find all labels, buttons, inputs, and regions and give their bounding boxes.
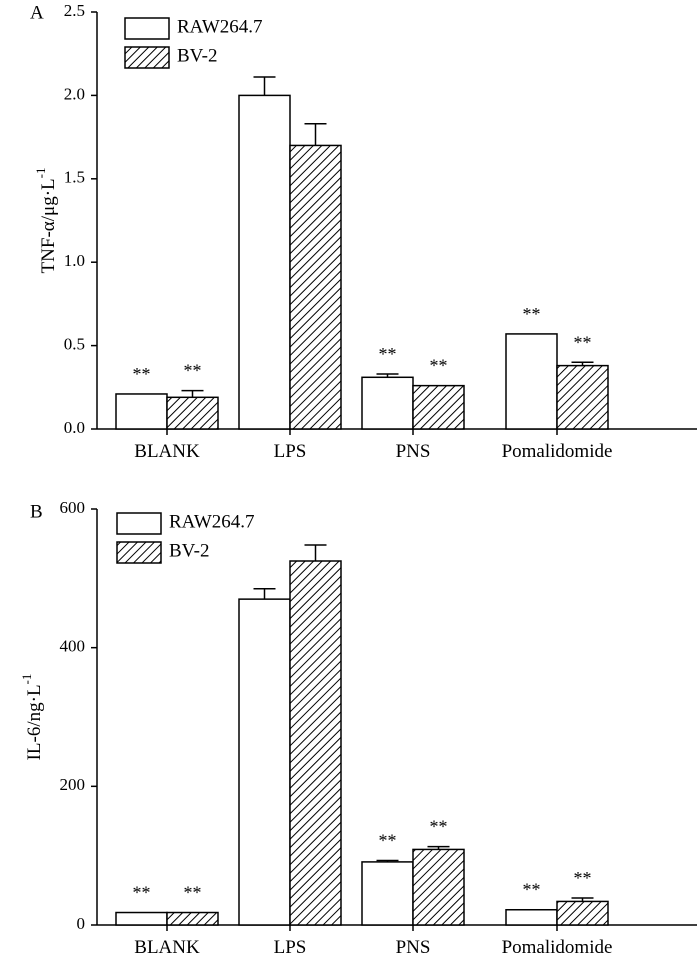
bar-bv-2	[412, 848, 465, 926]
y-tick-label: 0.0	[64, 418, 85, 437]
bar-bv-2	[289, 560, 342, 926]
significance-label: **	[184, 883, 202, 903]
panel-b-chart: B 0 200 400 600 IL-6/ng·L-1 BLANK ** ** LPS PNS ** *…	[19, 498, 697, 958]
bar-raw264-7	[361, 376, 414, 430]
legend-label: RAW264.7	[177, 16, 263, 37]
x-category-label: Pomalidomide	[502, 937, 613, 958]
significance-label: **	[379, 344, 397, 364]
panel-a-chart: A 0.0 0.5 1.0 1.5 2.0 2.5 TNF-α/μg·L-1 BLANK ** **…	[30, 1, 697, 462]
y-axis-title-superscript: -1	[33, 168, 48, 179]
legend-label: BV-2	[169, 540, 209, 561]
y-tick-label: 2.0	[64, 84, 85, 103]
x-category-label: PNS	[396, 937, 431, 958]
legend-swatch-raw264-7	[116, 512, 162, 535]
bar-raw264-7	[115, 911, 168, 926]
y-tick-label: 2.5	[64, 1, 85, 20]
x-category-label: Pomalidomide	[502, 441, 613, 462]
x-category-label: PNS	[396, 441, 431, 462]
significance-label: **	[523, 880, 541, 900]
y-tick-label: 1.5	[64, 168, 85, 187]
significance-label: **	[574, 332, 592, 352]
bar-raw264-7	[505, 333, 558, 430]
bar-bv-2	[166, 911, 219, 926]
y-axis-title: IL-6/ng·L-1	[19, 674, 45, 761]
significance-label: **	[133, 364, 151, 384]
y-tick-label: 0	[77, 914, 86, 933]
bar-bv-2	[412, 384, 465, 430]
y-axis-title-text: TNF-α/μg·L	[38, 178, 59, 273]
bar-bv-2	[289, 144, 342, 430]
significance-label: **	[430, 356, 448, 376]
bar-raw264-7	[361, 861, 414, 926]
y-tick-label: 1.0	[64, 251, 85, 270]
x-category-label: LPS	[274, 937, 307, 958]
legend-swatch-bv-2	[116, 541, 162, 564]
legend-swatch-raw264-7	[124, 17, 170, 40]
y-axis-title-text: IL-6/ng·L	[24, 684, 45, 760]
bar-bv-2	[556, 364, 609, 430]
significance-label: **	[184, 361, 202, 381]
bar-raw264-7	[238, 598, 291, 926]
significance-label: **	[379, 831, 397, 851]
panel-label: B	[30, 501, 43, 522]
y-tick-label: 600	[60, 498, 86, 517]
bar-bv-2	[556, 900, 609, 926]
y-tick-label: 400	[60, 637, 86, 656]
legend-swatch-bv-2	[124, 46, 170, 69]
legend-label: BV-2	[177, 45, 217, 66]
x-category-label: LPS	[274, 441, 307, 462]
significance-label: **	[430, 817, 448, 837]
legend-label: RAW264.7	[169, 511, 255, 532]
x-category-label: BLANK	[134, 937, 200, 958]
y-axis-title-superscript: -1	[19, 674, 34, 685]
significance-label: **	[133, 883, 151, 903]
panel-label: A	[30, 2, 44, 23]
significance-label: **	[523, 304, 541, 324]
y-tick-label: 200	[60, 775, 86, 794]
x-category-label: BLANK	[134, 441, 200, 462]
bar-raw264-7	[238, 94, 291, 430]
significance-label: **	[574, 868, 592, 888]
y-tick-label: 0.5	[64, 335, 85, 354]
bar-raw264-7	[115, 393, 168, 430]
y-axis-title: TNF-α/μg·L-1	[33, 168, 59, 274]
bar-bv-2	[166, 396, 219, 430]
bar-raw264-7	[505, 908, 558, 926]
